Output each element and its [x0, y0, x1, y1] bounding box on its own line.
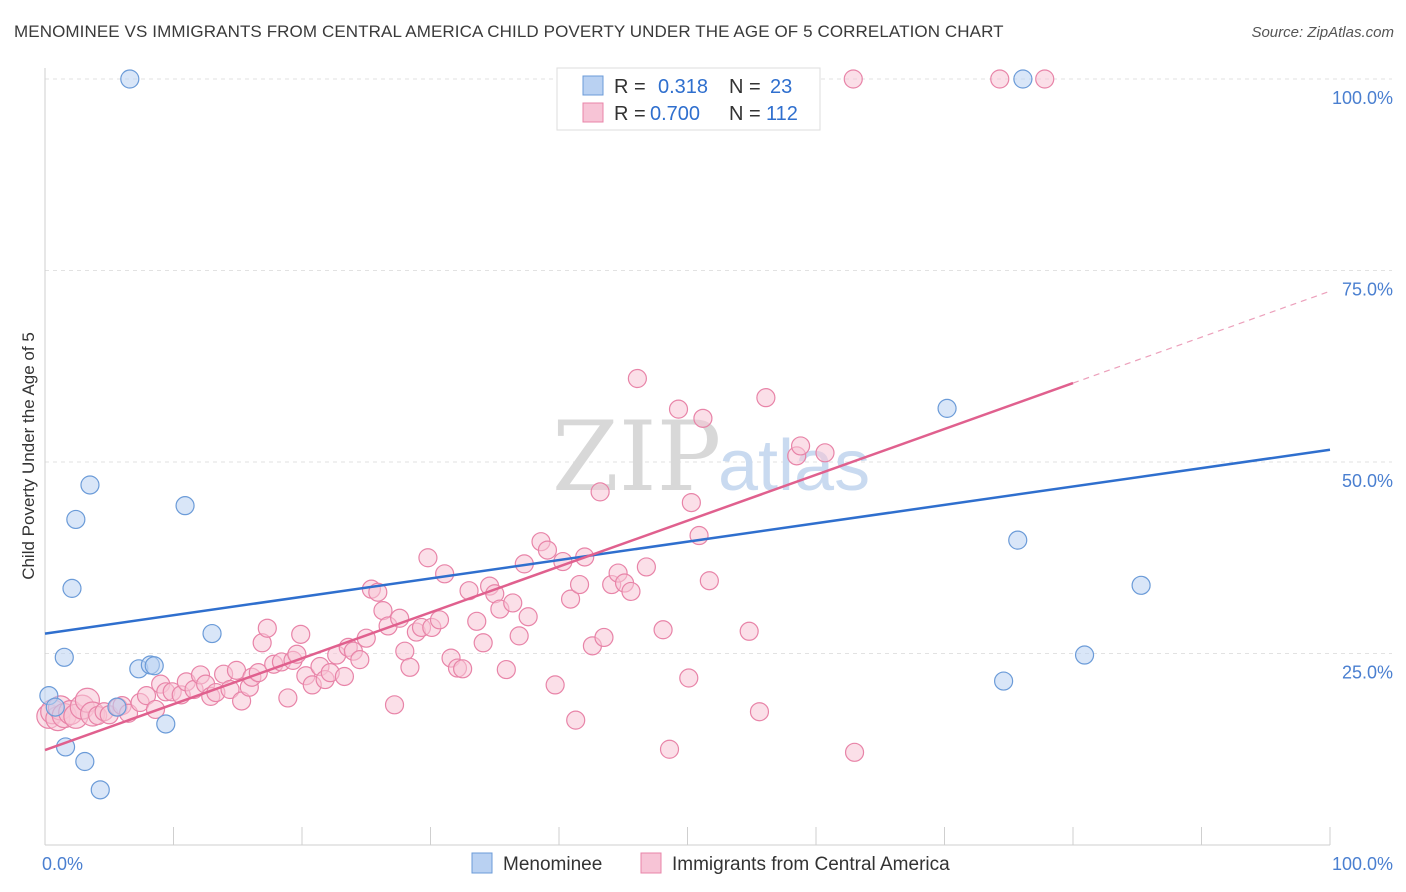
central-america-point: [693, 408, 713, 428]
data-points: [36, 69, 1151, 800]
central-america-point: [518, 607, 538, 627]
menominee-point: [66, 509, 86, 530]
menominee-point: [202, 623, 222, 644]
menominee-point: [1074, 645, 1095, 665]
central-america-trend-line: [44, 381, 1074, 752]
central-america-point: [668, 399, 689, 419]
x-tick-label-left: 0.0%: [42, 854, 83, 874]
central-america-point: [843, 69, 863, 89]
central-america-point: [537, 540, 558, 560]
legend-swatch-central-america: [582, 102, 604, 123]
central-america-point: [257, 618, 277, 638]
bottom-legend-swatch-menominee: [471, 852, 493, 874]
menominee-trend-line: [44, 448, 1331, 635]
y-axis-title: Child Poverty Under the Age of 5: [19, 332, 38, 580]
menominee-point: [90, 780, 110, 800]
menominee-point: [120, 69, 140, 89]
menominee-point: [175, 496, 195, 516]
central-america-point: [699, 571, 719, 591]
central-america-point: [1035, 69, 1055, 89]
watermark-atlas: atlas: [718, 426, 870, 506]
central-america-point: [653, 620, 673, 640]
y-tick-labels: 25.0% 50.0% 75.0% 100.0%: [1332, 88, 1393, 683]
central-america-point: [384, 695, 405, 715]
central-america-trend-extension: [1072, 290, 1331, 384]
central-america-point: [509, 626, 529, 646]
central-america-point: [636, 557, 656, 577]
menominee-point: [107, 697, 127, 717]
central-america-point: [473, 633, 493, 653]
menominee-point: [156, 714, 176, 734]
bottom-legend-swatch-central-america: [640, 852, 662, 874]
central-america-point: [435, 564, 455, 584]
central-america-point: [334, 666, 355, 687]
y-tick-label: 50.0%: [1342, 471, 1393, 491]
bottom-legend-label-menominee: Menominee: [503, 854, 602, 875]
central-america-point: [503, 593, 523, 613]
central-america-point: [278, 688, 298, 708]
central-america-point: [621, 581, 641, 602]
grid-lines: [45, 78, 1392, 654]
central-america-point: [136, 686, 157, 706]
central-america-point: [350, 650, 370, 670]
central-america-point: [844, 742, 865, 762]
central-america-point: [679, 668, 699, 688]
y-tick-label: 75.0%: [1342, 280, 1393, 300]
bottom-legend-label-central-america: Immigrants from Central America: [672, 854, 950, 875]
menominee-point: [994, 671, 1014, 691]
legend-n-value-1: 23: [770, 76, 792, 98]
central-america-point: [739, 621, 759, 641]
central-america-point: [429, 610, 450, 630]
central-america-point: [790, 436, 811, 456]
central-america-point: [560, 589, 581, 609]
legend-n-value-2: 112: [766, 103, 798, 125]
legend-r-value-2: 0.700: [650, 103, 700, 125]
central-america-point: [681, 492, 701, 513]
central-america-point: [756, 388, 776, 408]
central-america-point: [990, 69, 1010, 89]
central-america-point: [627, 368, 647, 389]
central-america-point: [291, 624, 311, 644]
y-tick-label: 25.0%: [1342, 663, 1393, 683]
legend-n-label-2: N =: [729, 103, 761, 125]
legend-r-label-1: R =: [614, 76, 646, 98]
central-america-point: [467, 611, 487, 631]
y-tick-label: 100.0%: [1332, 88, 1393, 108]
central-america-point: [418, 548, 438, 568]
menominee-point: [54, 647, 74, 667]
menominee-point: [1013, 69, 1033, 89]
top-legend: R = 0.318 N = 23 R = 0.700 N = 112: [556, 67, 821, 131]
bottom-legend: Menominee Immigrants from Central Americ…: [471, 852, 950, 875]
central-america-point: [395, 641, 415, 661]
menominee-point: [80, 475, 100, 495]
central-america-point: [453, 659, 473, 679]
menominee-point: [75, 751, 95, 772]
central-america-point: [569, 574, 590, 595]
x-tick-label-right: 100.0%: [1332, 854, 1393, 874]
central-america-point: [594, 627, 614, 648]
central-america-point: [659, 739, 680, 759]
central-america-point: [815, 443, 835, 463]
central-america-point: [749, 702, 770, 722]
menominee-point: [1131, 575, 1151, 595]
menominee-point: [144, 656, 164, 676]
chart-title: MENOMINEE VS IMMIGRANTS FROM CENTRAL AME…: [14, 22, 1004, 41]
legend-r-label-2: R =: [614, 103, 646, 125]
central-america-point: [545, 675, 565, 695]
menominee-point: [45, 697, 65, 717]
trend-lines: [44, 290, 1331, 752]
central-america-point: [400, 657, 420, 677]
menominee-point: [937, 398, 957, 418]
menominee-point: [1008, 530, 1028, 550]
menominee-point: [62, 578, 82, 598]
legend-swatch-menominee: [582, 75, 604, 96]
legend-r-value-1: 0.318: [658, 76, 708, 98]
central-america-point: [566, 710, 586, 730]
central-america-point: [590, 482, 610, 502]
source-label: Source: ZipAtlas.com: [1251, 24, 1394, 41]
legend-n-label-1: N =: [729, 76, 761, 98]
central-america-point: [496, 659, 516, 680]
